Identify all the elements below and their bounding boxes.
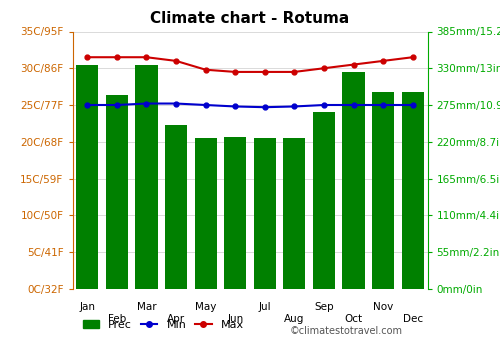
Title: Climate chart - Rotuma: Climate chart - Rotuma [150,11,350,26]
Text: Jun: Jun [227,315,244,324]
Bar [284,138,306,289]
Text: Jul: Jul [258,302,271,312]
Text: Feb: Feb [108,315,126,324]
Bar [313,112,335,289]
Bar [136,65,158,289]
Text: Jan: Jan [80,302,96,312]
Bar [165,125,187,289]
Bar [342,72,364,289]
Text: ©climatestotravel.com: ©climatestotravel.com [290,326,403,336]
Text: May: May [195,302,216,312]
Bar [372,92,394,289]
Text: Apr: Apr [167,315,185,324]
Bar [76,65,98,289]
Text: Dec: Dec [402,315,423,324]
Bar [224,137,246,289]
Text: Oct: Oct [344,315,362,324]
Text: Aug: Aug [284,315,304,324]
Text: Nov: Nov [373,302,393,312]
Legend: Prec, Min, Max: Prec, Min, Max [78,316,248,335]
Bar [106,95,128,289]
Text: Sep: Sep [314,302,334,312]
Bar [254,138,276,289]
Bar [402,92,424,289]
Bar [194,138,216,289]
Text: Mar: Mar [136,302,156,312]
